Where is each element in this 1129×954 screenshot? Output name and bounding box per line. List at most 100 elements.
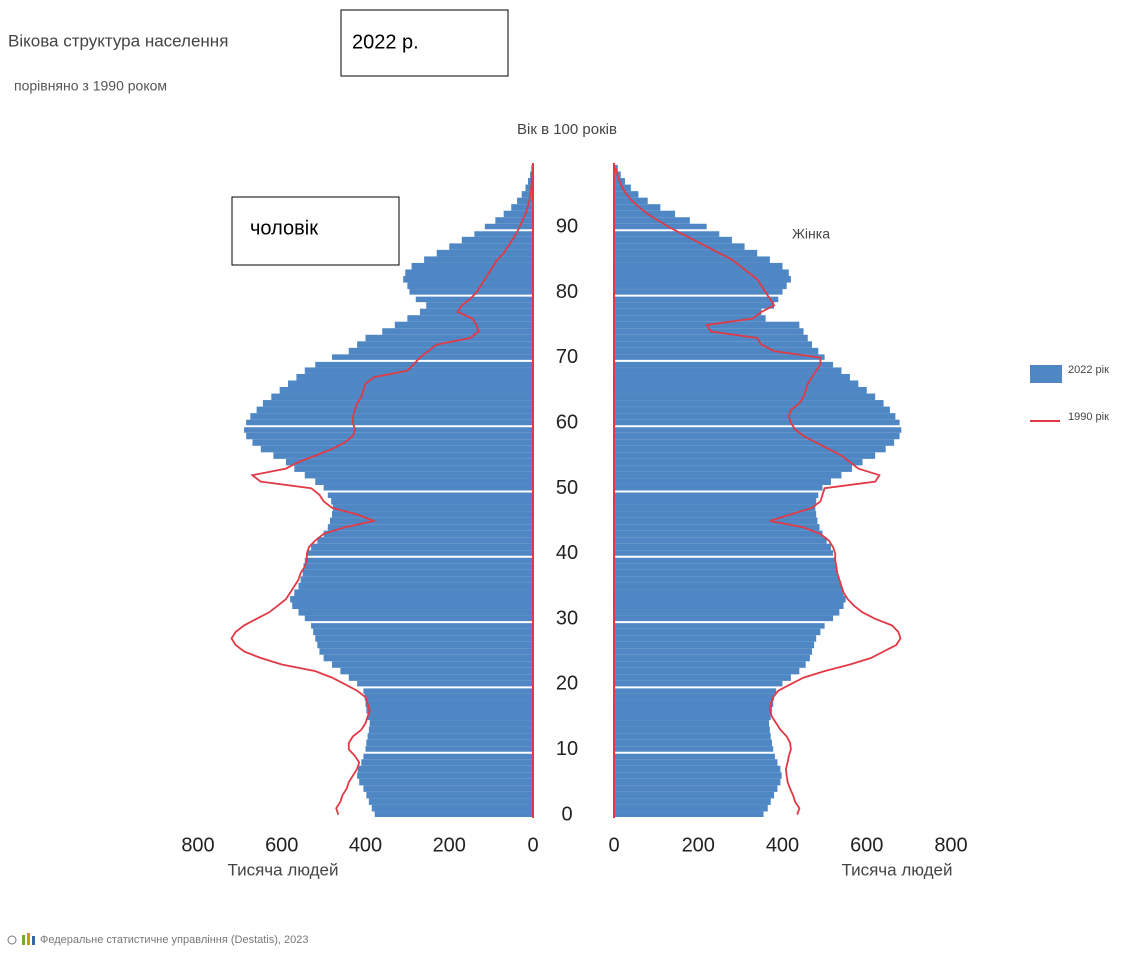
bar: [614, 687, 777, 694]
bar: [614, 276, 791, 283]
bar: [614, 360, 834, 368]
x-axis-label: Тисяча людей: [841, 860, 952, 879]
bar: [369, 720, 533, 727]
bar: [411, 262, 533, 270]
bar: [614, 452, 876, 459]
bar: [405, 269, 533, 277]
y-tick-label: 10: [556, 738, 578, 760]
bar: [614, 804, 768, 812]
bar: [363, 752, 533, 760]
bar: [614, 517, 818, 525]
bar: [306, 550, 533, 557]
bar: [614, 491, 819, 499]
bar: [474, 230, 533, 237]
bar: [614, 511, 817, 518]
bar: [250, 413, 533, 420]
bar: [323, 484, 533, 492]
bar: [614, 354, 825, 361]
bar: [614, 589, 844, 596]
bar: [614, 341, 812, 348]
bar: [614, 484, 823, 492]
x-tick-label: 400: [766, 834, 799, 856]
bar: [614, 380, 859, 388]
bar: [614, 262, 783, 270]
bar: [323, 654, 533, 662]
bar: [614, 249, 758, 257]
line-1990: [230, 168, 534, 815]
bar: [614, 706, 772, 714]
bar: [296, 373, 533, 381]
bar: [303, 563, 533, 570]
bar: [614, 648, 812, 655]
bar: [614, 726, 770, 734]
bar: [317, 537, 533, 544]
panel-label: Жінка: [792, 226, 830, 242]
bar: [365, 700, 533, 707]
bar: [614, 334, 808, 342]
bar: [363, 687, 533, 694]
bar: [614, 569, 838, 577]
bar: [614, 550, 834, 557]
source-logo: [7, 933, 35, 945]
y-tick-label: 60: [556, 411, 578, 433]
bar: [614, 308, 762, 316]
bar: [419, 308, 533, 316]
bar: [614, 413, 896, 420]
bar: [273, 452, 533, 459]
bar: [332, 661, 533, 668]
bar: [511, 204, 533, 211]
bar: [614, 641, 815, 649]
bar: [366, 706, 533, 714]
y-tick-label: 40: [556, 542, 578, 564]
bar: [614, 785, 778, 792]
bar: [323, 530, 533, 538]
bar: [614, 791, 775, 799]
bar: [614, 230, 720, 237]
y-tick-label: 20: [556, 673, 578, 695]
bar: [614, 752, 775, 760]
x-tick-label: 0: [608, 834, 619, 856]
bar: [614, 739, 772, 747]
bar: [484, 223, 533, 231]
y-tick-label: 30: [556, 607, 578, 629]
bar: [367, 733, 533, 740]
bar: [614, 543, 831, 551]
bar: [371, 804, 533, 812]
bar: [614, 269, 789, 277]
chart-title: Вікова структура населення: [8, 31, 228, 50]
bar: [614, 759, 778, 766]
bar: [614, 530, 823, 538]
bar: [614, 733, 771, 740]
bar: [332, 511, 533, 518]
bar: [614, 419, 900, 427]
bar: [614, 582, 842, 590]
bar: [614, 465, 853, 472]
bar: [614, 556, 836, 564]
bar: [614, 524, 820, 531]
bar: [317, 641, 533, 649]
y-tick-label: 0: [561, 803, 572, 825]
bar: [614, 471, 842, 479]
age-label: Вік в 100 років: [517, 121, 617, 138]
bar: [614, 720, 770, 727]
bar: [313, 628, 533, 636]
bar: [304, 471, 533, 479]
y-tick-label: 80: [556, 281, 578, 303]
bar: [252, 439, 533, 446]
bar: [365, 746, 533, 753]
bar: [614, 295, 779, 303]
bar: [246, 419, 533, 427]
title-box: [340, 9, 509, 77]
bar: [614, 700, 774, 707]
bar: [288, 380, 533, 388]
bar: [294, 465, 533, 472]
bar: [348, 347, 533, 355]
bar: [315, 360, 533, 368]
bar: [367, 713, 533, 721]
bar: [315, 478, 533, 485]
bar: [614, 661, 806, 668]
bar: [368, 798, 533, 805]
bar: [357, 765, 533, 773]
bar: [332, 354, 533, 361]
